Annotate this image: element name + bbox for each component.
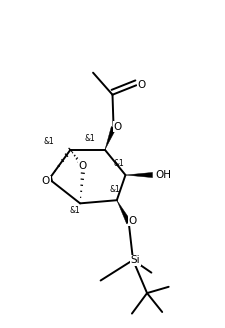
Polygon shape: [117, 200, 131, 224]
Text: O: O: [42, 176, 50, 186]
Text: O: O: [114, 122, 122, 132]
Text: &1: &1: [69, 206, 80, 215]
Text: &1: &1: [43, 137, 54, 147]
Text: &1: &1: [84, 134, 95, 143]
Polygon shape: [105, 127, 116, 150]
Text: Si: Si: [131, 255, 140, 265]
Text: &1: &1: [114, 159, 124, 169]
Text: O: O: [128, 216, 137, 226]
Polygon shape: [126, 173, 153, 178]
Text: OH: OH: [156, 170, 172, 180]
Text: O: O: [78, 161, 86, 171]
Text: &1: &1: [109, 185, 120, 194]
Text: O: O: [137, 80, 146, 90]
